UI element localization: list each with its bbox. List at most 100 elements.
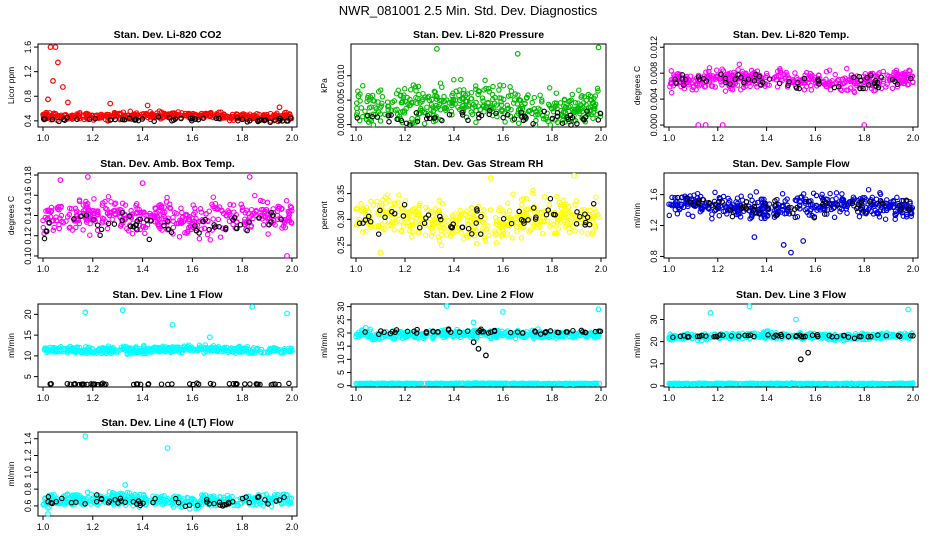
y-tick-label: 0.4	[23, 115, 33, 128]
data-point	[856, 82, 863, 89]
x-tick-label: 1.0	[663, 133, 676, 143]
data-point	[559, 113, 566, 119]
outlier-point	[84, 174, 91, 180]
data-point	[456, 92, 462, 99]
outlier-point	[695, 122, 702, 128]
data-point	[64, 114, 70, 121]
x-tick-label: 1.6	[497, 393, 510, 403]
y-tick-label: 15	[336, 341, 346, 351]
x-tick-label: 1.4	[136, 393, 149, 403]
outlier-point	[595, 44, 602, 51]
data-point	[73, 224, 79, 231]
panel-4: Stan. Dev. Amb. Box Temp.degrees C1.0 1.2…	[6, 158, 298, 274]
outlier-point	[780, 241, 787, 248]
data-point	[845, 87, 851, 93]
data-point	[491, 100, 498, 107]
x-tick-label: 2.0	[907, 393, 920, 403]
outlier-point	[475, 345, 482, 352]
data-point	[667, 80, 674, 87]
outlier-point	[52, 44, 59, 50]
data-point	[458, 76, 464, 83]
data-point	[803, 83, 810, 90]
data-point	[170, 224, 177, 231]
data-point	[437, 80, 444, 86]
data-point	[379, 100, 385, 107]
plot-frame	[37, 43, 298, 128]
data-point	[458, 229, 464, 236]
outlier-point	[82, 309, 89, 316]
data-point	[530, 121, 536, 127]
outlier-point	[905, 306, 911, 313]
data-point	[281, 113, 288, 119]
data-point	[498, 106, 505, 113]
y-tick-label: 0.18	[23, 166, 33, 184]
data-point	[597, 110, 604, 117]
panel-title: Stan. Dev. Sample Flow	[732, 158, 850, 170]
data-point	[549, 115, 556, 122]
data-point	[486, 108, 493, 114]
y-tick-label: 0.004	[649, 88, 659, 111]
y-tick-label: 5	[23, 374, 33, 379]
data-point	[99, 113, 106, 120]
y-tick-label: 1.6	[649, 188, 659, 201]
x-tick-label: 1.6	[186, 393, 199, 403]
data-point	[751, 78, 758, 84]
data-point	[844, 65, 850, 72]
data-point	[701, 73, 708, 79]
data-point	[86, 116, 93, 122]
data-point	[541, 108, 547, 115]
data-point	[851, 74, 857, 81]
data-point	[535, 105, 542, 111]
data-point	[508, 106, 514, 113]
data-point	[904, 82, 911, 88]
y-tick-label: 0.000	[649, 114, 659, 137]
data-point	[785, 82, 791, 89]
data-point	[410, 99, 416, 106]
data-point	[457, 97, 463, 104]
data-point	[880, 78, 887, 85]
data-point	[871, 80, 878, 87]
data-point	[413, 110, 420, 116]
data-point	[178, 115, 184, 122]
data-point	[166, 115, 173, 121]
data-point	[833, 190, 840, 196]
data-point	[476, 89, 482, 95]
x-tick-label: 1.4	[760, 393, 773, 403]
data-point	[109, 216, 115, 223]
data-point	[839, 87, 845, 94]
data-point	[500, 216, 507, 222]
y-tick-label: 0.12	[23, 227, 33, 245]
data-point	[400, 108, 406, 115]
data-point	[407, 122, 413, 128]
data-point	[451, 77, 457, 83]
data-point	[871, 87, 877, 94]
data-point	[247, 117, 253, 124]
data-point	[566, 104, 572, 110]
data-point	[589, 100, 596, 106]
data-point	[443, 107, 449, 114]
outlier-point	[483, 352, 489, 359]
data-point	[449, 99, 455, 106]
data-point	[415, 83, 422, 90]
data-point	[827, 82, 833, 88]
data-point	[559, 120, 566, 126]
data-point	[906, 67, 912, 74]
data-point	[206, 226, 212, 233]
data-point	[476, 111, 482, 118]
data-point	[771, 74, 778, 81]
y-axis-label: degrees C	[632, 66, 642, 105]
y-tick-label: 30	[336, 302, 346, 312]
data-point	[547, 195, 554, 202]
data-point	[378, 103, 385, 109]
y-axis-label: Licor ppm	[6, 67, 16, 104]
data-point	[401, 86, 408, 92]
data-point	[826, 67, 833, 73]
data-point	[539, 97, 545, 103]
x-tick-label: 1.0	[37, 264, 50, 274]
data-point	[557, 100, 564, 106]
data-point	[283, 198, 290, 204]
data-point	[468, 89, 475, 96]
data-point	[360, 83, 366, 89]
data-point	[779, 191, 786, 197]
